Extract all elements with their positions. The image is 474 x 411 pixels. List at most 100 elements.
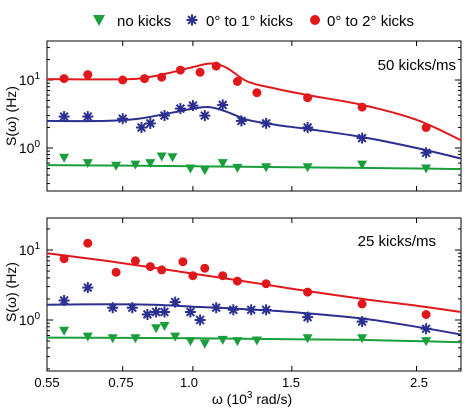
legend-label-0-to-2-kicks: 0° to 2° kicks — [327, 13, 414, 30]
data-point-no-kicks — [251, 336, 262, 346]
legend-asterisk-glyph — [186, 14, 198, 26]
data-point-0-to-1-kicks — [217, 99, 229, 111]
data-point-no-kicks — [130, 160, 141, 170]
x-tick-label-0: 0.55 — [34, 375, 59, 390]
panel-top-ticks — [46, 41, 461, 191]
panel-top-fit-curves — [46, 62, 462, 171]
x-tick-label-1: 0.75 — [108, 375, 133, 390]
fit-curve-no-kicks — [46, 164, 462, 171]
x-axis-label-sup: 3 — [247, 390, 253, 401]
data-point-0-to-2-kicks — [157, 265, 167, 275]
x-tick-label-3: 1.5 — [282, 375, 300, 390]
data-point-no-kicks — [217, 159, 228, 169]
panel-bottom-ticks — [46, 218, 461, 371]
data-point-0-to-2-kicks — [200, 263, 210, 273]
data-point-0-to-2-kicks — [261, 279, 271, 289]
data-point-0-to-2-kicks — [211, 61, 221, 71]
panel-bottom-data-points — [58, 238, 432, 349]
data-point-0-to-2-kicks — [59, 74, 69, 84]
data-point-no-kicks — [107, 334, 118, 344]
data-point-0-to-2-kicks — [140, 74, 149, 84]
x-tick-label-4: 2.5 — [410, 375, 428, 390]
data-point-no-kicks — [357, 160, 368, 170]
data-point-0-to-2-kicks — [59, 254, 69, 264]
x-axis-label: ω (103 rad/s) — [212, 390, 292, 407]
data-point-0-to-1-kicks — [174, 103, 186, 115]
legend-item-0-to-2-kicks: 0° to 2° kicks — [310, 13, 414, 30]
legend: no kicks 0° to 1° kicks 0° to 2° kicks — [93, 13, 414, 30]
data-point-0-to-2-kicks — [218, 271, 228, 281]
legend-label-0-to-1-kicks: 0° to 1° kicks — [206, 13, 293, 30]
fit-curve-0-to-1-kicks — [46, 303, 462, 336]
panel-top-ytick-10-1: 101 — [19, 71, 41, 88]
data-point-no-kicks — [159, 322, 170, 331]
data-point-0-to-2-kicks — [357, 299, 367, 309]
data-point-0-to-1-kicks — [126, 302, 138, 314]
data-point-no-kicks — [82, 159, 93, 169]
data-point-0-to-2-kicks — [83, 70, 93, 80]
data-point-no-kicks — [421, 337, 432, 347]
data-point-0-to-2-kicks — [195, 67, 205, 77]
data-point-0-to-1-kicks — [227, 304, 239, 316]
data-point-no-kicks — [170, 332, 181, 342]
legend-item-0-to-1-kicks: 0° to 1° kicks — [186, 13, 293, 30]
data-point-0-to-2-kicks — [118, 75, 128, 85]
data-point-0-to-1-kicks — [356, 132, 368, 144]
data-point-0-to-1-kicks — [194, 314, 206, 326]
x-tick-labels: 0.55 0.75 1.0 1.5 2.5 — [34, 375, 428, 390]
data-point-no-kicks — [217, 335, 228, 345]
data-point-0-to-1-kicks — [187, 100, 199, 112]
data-point-0-to-2-kicks — [232, 77, 242, 86]
data-point-no-kicks — [261, 163, 272, 173]
data-point-0-to-2-kicks — [421, 123, 431, 132]
panel-bottom-ytick-10-1-exp: 1 — [34, 241, 40, 252]
data-point-0-to-2-kicks — [252, 88, 262, 98]
data-point-0-to-2-kicks — [111, 267, 121, 277]
legend-marker-triangle — [93, 15, 105, 26]
data-point-no-kicks — [82, 332, 93, 342]
data-point-0-to-1-kicks — [260, 304, 272, 316]
data-point-no-kicks — [185, 337, 196, 347]
svg-text:100: 100 — [19, 311, 41, 328]
data-point-0-to-1-kicks — [169, 296, 181, 308]
data-point-0-to-1-kicks — [159, 306, 170, 318]
data-point-0-to-1-kicks — [117, 113, 129, 125]
x-tick-label-2: 1.0 — [180, 375, 198, 390]
data-point-0-to-1-kicks — [82, 111, 94, 123]
legend-marker-asterisk — [186, 14, 198, 26]
panel-bottom-ytick-10-0: 100 — [19, 311, 41, 328]
data-point-0-to-2-kicks — [145, 262, 155, 272]
legend-item-no-kicks: no kicks — [93, 13, 171, 30]
panel-bottom-annotation: 25 kicks/ms — [358, 233, 436, 250]
x-axis-label-post: rad/s) — [252, 391, 292, 407]
svg-text:100: 100 — [19, 139, 41, 156]
data-point-0-to-1-kicks — [199, 110, 211, 122]
data-point-0-to-1-kicks — [210, 302, 222, 314]
data-point-0-to-1-kicks — [58, 295, 70, 306]
data-point-no-kicks — [232, 163, 243, 173]
data-point-no-kicks — [185, 164, 196, 174]
panel-top-ytick-10-0: 100 — [19, 139, 41, 156]
data-point-no-kicks — [156, 152, 167, 162]
data-point-no-kicks — [302, 334, 313, 344]
data-point-0-to-2-kicks — [188, 271, 198, 281]
data-point-0-to-2-kicks — [421, 310, 431, 319]
data-point-no-kicks — [145, 159, 156, 169]
data-point-0-to-2-kicks — [303, 287, 313, 297]
data-point-0-to-2-kicks — [357, 102, 367, 112]
fit-curve-0-to-2-kicks — [46, 252, 462, 313]
data-point-no-kicks — [199, 166, 210, 176]
panel-bottom-frame — [46, 217, 462, 372]
panel-top-ytick-10-0-base: 10 — [19, 140, 35, 156]
fit-curve-0-to-2-kicks — [46, 62, 462, 142]
data-point-no-kicks — [59, 153, 70, 163]
panel-bottom-fit-curves — [46, 252, 462, 344]
data-point-no-kicks — [59, 326, 70, 336]
panel-top-ylabel: S(ω) (Hz) — [3, 86, 19, 146]
data-point-0-to-1-kicks — [136, 122, 147, 133]
data-point-no-kicks — [302, 163, 313, 173]
svg-text:101: 101 — [19, 71, 41, 88]
data-point-0-to-2-kicks — [303, 93, 313, 103]
panel-top-ytick-10-1-exp: 1 — [34, 71, 40, 82]
